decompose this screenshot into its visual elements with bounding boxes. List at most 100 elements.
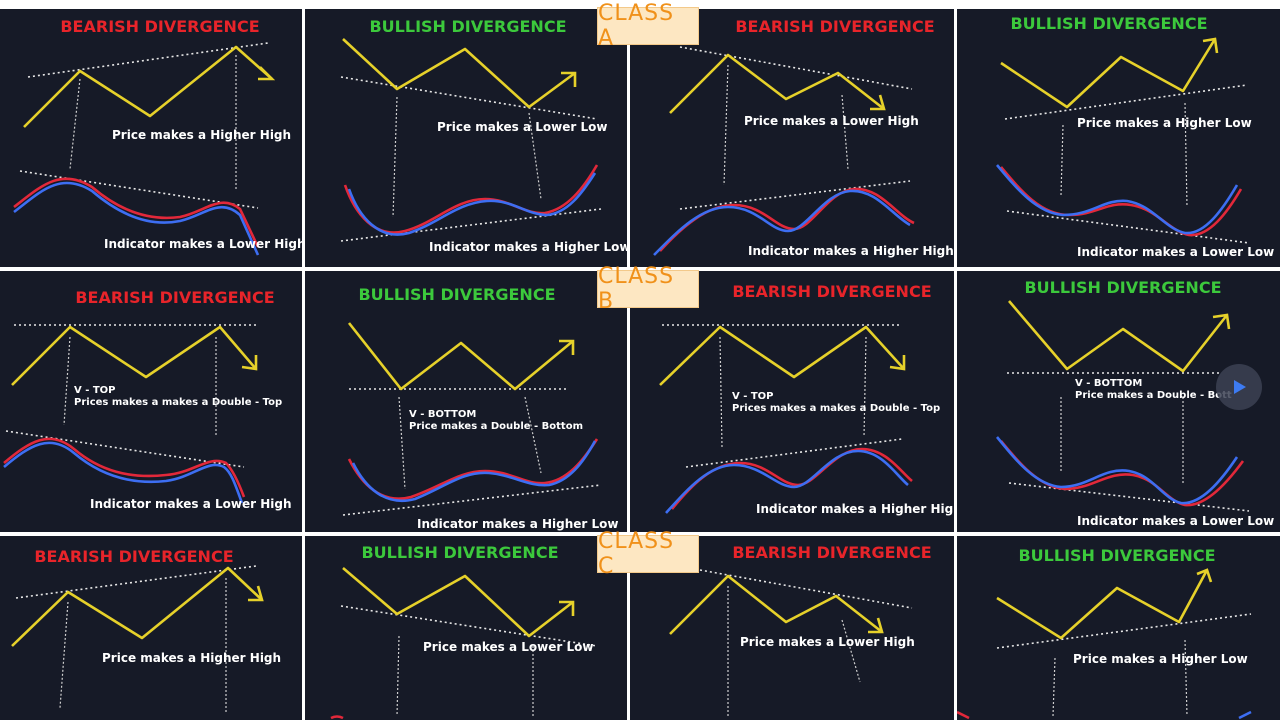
indicator-trendline — [685, 438, 903, 468]
price-line — [23, 45, 273, 128]
price-trendline — [340, 76, 598, 120]
indicator-line-red — [13, 177, 260, 248]
indicator-line-red — [670, 447, 913, 510]
title-bearish-divergence: BEARISH DIVERGENCE — [75, 288, 274, 307]
label-indicator-higher-low: Indicator makes a Higher Low — [417, 517, 619, 531]
label-indicator-higher-low: Indicator makes a Higher Low — [429, 240, 627, 254]
connector-line — [63, 336, 71, 426]
label-price-higher-low: Price makes a Higher Low — [1077, 116, 1252, 130]
title-bearish-divergence: BEARISH DIVERGENCE — [732, 282, 931, 301]
label-price-lower-high: Price makes a Lower High — [740, 635, 915, 649]
badge-class-c: CLASS C — [597, 529, 699, 579]
label-indicator-higher-high: Indicator makes a Higher High — [748, 244, 954, 258]
connector-line — [398, 396, 406, 490]
title-bullish-divergence: BULLISH DIVERGENCE — [361, 543, 558, 562]
price-line — [342, 567, 574, 638]
indicator-line-red — [957, 710, 970, 720]
price-line — [1008, 300, 1229, 373]
label-double-top: Prices makes a makes a Double - Top — [732, 403, 940, 414]
label-price-higher-high: Price makes a Higher High — [102, 651, 281, 665]
arrow-head — [559, 600, 575, 616]
badge-class-a: CLASS A — [597, 1, 699, 51]
arrow-head — [561, 71, 577, 87]
label-indicator-lower-high: Indicator makes a Lower High — [90, 497, 292, 511]
price-line — [11, 566, 263, 647]
indicator-trendline — [340, 208, 602, 242]
price-trendline — [996, 613, 1252, 649]
arrow-head — [241, 355, 258, 371]
arrow-head — [248, 585, 264, 602]
connector-line — [69, 78, 81, 170]
panel-class-b-exaggerated-bearish: BEARISH DIVERGENCE V - TOP Prices makes … — [0, 271, 302, 532]
play-button[interactable] — [1216, 364, 1262, 410]
connector-line — [1184, 102, 1188, 208]
label-double-top: Prices makes a makes a Double - Top — [74, 397, 282, 408]
connector-line — [1060, 124, 1064, 196]
indicator-line-red — [343, 164, 599, 234]
price-line — [11, 325, 257, 386]
price-trendline — [699, 569, 913, 609]
label-v-bottom: V - BOTTOM — [1075, 378, 1142, 389]
label-v-top: V - TOP — [74, 385, 116, 396]
arrow-head — [559, 339, 575, 355]
label-indicator-lower-low: Indicator makes a Lower Low — [1077, 245, 1274, 259]
title-bullish-divergence: BULLISH DIVERGENCE — [1010, 14, 1207, 33]
price-trendline — [27, 42, 269, 78]
arrow-head — [258, 66, 276, 81]
panel-class-a-hidden-bearish: BEARISH DIVERGENCE Price makes a Lower H… — [630, 9, 954, 267]
panel-class-c-hidden-bullish: BULLISH DIVERGENCE Price makes a Higher … — [957, 536, 1280, 720]
label-price-lower-low: Price makes a Lower Low — [423, 640, 593, 654]
title-bullish-divergence: BULLISH DIVERGENCE — [358, 285, 555, 304]
indicator-line-blue — [1238, 710, 1252, 720]
connector-line — [841, 94, 849, 170]
connector-line — [528, 112, 542, 200]
indicator-line-blue — [653, 189, 911, 256]
play-icon — [1234, 380, 1246, 394]
connector-line — [723, 64, 729, 186]
panel-class-a-hidden-bullish: BULLISH DIVERGENCE Price makes a Higher … — [957, 9, 1280, 267]
label-indicator-lower-low: Indicator makes a Lower Low — [1077, 514, 1274, 528]
indicator-line-blue — [996, 164, 1239, 235]
price-line — [659, 325, 905, 386]
connector-line — [1184, 639, 1188, 717]
title-bullish-divergence: BULLISH DIVERGENCE — [1024, 278, 1221, 297]
connector-line — [396, 635, 400, 717]
indicator-trendline — [679, 180, 911, 210]
arrow-head — [1196, 568, 1213, 583]
label-indicator-lower-high: Indicator makes a Lower High — [104, 237, 302, 251]
indicator-line-blue — [995, 436, 1239, 505]
label-price-higher-low: Price makes a Higher Low — [1073, 652, 1248, 666]
indicator-trendline — [5, 430, 245, 468]
indicator-trendline — [342, 484, 602, 516]
panel-class-c-bearish: BEARISH DIVERGENCE Price makes a Higher … — [0, 536, 302, 720]
title-bearish-divergence: BEARISH DIVERGENCE — [732, 543, 931, 562]
indicator-line-red — [999, 440, 1245, 507]
panel-class-b-exaggerated-bullish: BULLISH DIVERGENCE V - BOTTOM Price make… — [305, 271, 627, 532]
panel-class-a-regular-bearish: BEARISH DIVERGENCE Price makes a Higher … — [0, 9, 302, 267]
indicator-line-blue — [3, 441, 244, 504]
connector-line — [841, 619, 861, 683]
arrow-head — [868, 617, 884, 634]
title-bearish-divergence: BEARISH DIVERGENCE — [60, 17, 259, 36]
panel-class-c-bullish: BULLISH DIVERGENCE Price makes a Lower L… — [305, 536, 627, 720]
label-v-bottom: V - BOTTOM — [409, 409, 476, 420]
price-line — [669, 53, 885, 114]
indicator-line-red — [330, 715, 344, 720]
label-v-top: V - TOP — [732, 391, 774, 402]
connector-line — [1052, 657, 1056, 717]
price-line — [347, 322, 574, 391]
price-line — [669, 574, 883, 635]
label-price-lower-high: Price makes a Lower High — [744, 114, 919, 128]
indicator-trendline — [1006, 210, 1250, 244]
price-trendline — [15, 565, 257, 599]
indicator-line-blue — [351, 440, 597, 502]
indicator-line-red — [347, 438, 599, 500]
title-bullish-divergence: BULLISH DIVERGENCE — [369, 17, 566, 36]
label-double-bottom: Price makes a Double - Bottom — [409, 421, 583, 432]
indicator-line-blue — [13, 181, 260, 256]
connector-line — [524, 396, 542, 474]
price-trendline — [1004, 84, 1248, 120]
arrow-head — [889, 355, 906, 371]
badge-class-b: CLASS B — [597, 264, 699, 314]
title-bullish-divergence: BULLISH DIVERGENCE — [1018, 546, 1215, 565]
